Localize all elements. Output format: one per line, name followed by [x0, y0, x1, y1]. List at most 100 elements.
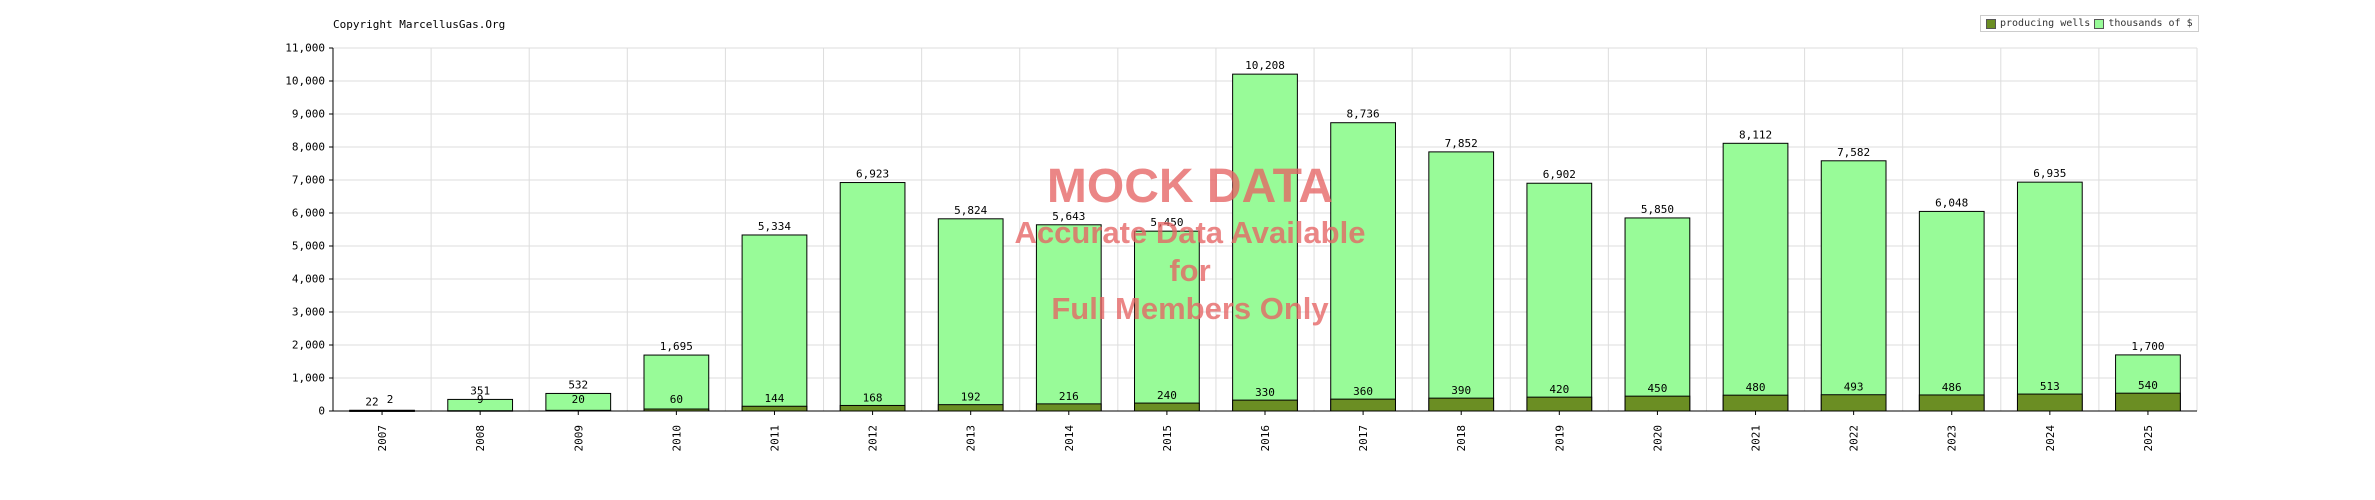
- bar-thousands-2021: [1722, 142, 1789, 412]
- x-tick-label-2015: 2015: [1161, 425, 1174, 452]
- bar-wells-2018: [1428, 397, 1495, 412]
- watermark-line-2: for: [1169, 253, 1211, 288]
- y-tick-label: 0: [318, 405, 325, 418]
- y-tick-label: 1,000: [292, 372, 325, 385]
- x-tick-label-2017: 2017: [1357, 425, 1370, 452]
- bar-thousands-2023: [1918, 210, 1985, 412]
- bar-wells-2017: [1330, 398, 1396, 412]
- data-label-thousands-2020: 5,850: [1641, 203, 1674, 216]
- x-tick-label-2019: 2019: [1553, 425, 1566, 452]
- data-label-wells-2024: 513: [2040, 380, 2060, 393]
- data-label-thousands-2016: 10,208: [1245, 59, 1285, 72]
- data-label-thousands-2017: 8,736: [1347, 108, 1380, 121]
- data-label-wells-2015: 240: [1157, 389, 1177, 402]
- bar-wells-2011: [741, 405, 808, 412]
- x-tick-label-2008: 2008: [474, 425, 487, 452]
- data-label-wells-2022: 493: [1844, 381, 1864, 394]
- data-label-wells-2021: 480: [1746, 381, 1766, 394]
- bar-thousands-2011: [741, 234, 808, 412]
- axes: 0 1,000 2,000 3,000 4,000 5,000 6,000 7,000 8,00…: [285, 42, 2197, 452]
- data-label-thousands-2024: 6,935: [2033, 167, 2066, 180]
- watermark: MOCK DATA Accurate Data Available for Fu…: [1015, 160, 1366, 328]
- y-tick-label: 8,000: [292, 141, 325, 154]
- bar-thousands-2020: [1624, 217, 1691, 412]
- legend-swatch-producing-wells: [1986, 18, 1996, 29]
- x-tick-label-2007: 2007: [376, 425, 389, 452]
- watermark-line-3: Full Members Only: [1051, 291, 1329, 326]
- thousands-bars: [349, 73, 2181, 412]
- bar-thousands-2022: [1820, 160, 1887, 412]
- x-tick-label-2014: 2014: [1063, 425, 1076, 452]
- data-label-wells-2007: 2: [387, 393, 394, 406]
- x-tick-label-2022: 2022: [1848, 425, 1861, 452]
- data-label-wells-2008: 9: [477, 393, 484, 406]
- data-label-thousands-2022: 7,582: [1837, 146, 1870, 159]
- bar-wells-2024: [2016, 393, 2083, 412]
- y-tick-label: 10,000: [285, 75, 325, 88]
- bar-thousands-2013: [937, 218, 1004, 412]
- x-tick-label-2025: 2025: [2142, 425, 2155, 452]
- watermark-title: MOCK DATA: [1046, 160, 1334, 213]
- data-label-thousands-2007: 22: [365, 395, 378, 408]
- data-label-wells-2010: 60: [670, 393, 683, 406]
- bar-thousands-2018: [1428, 151, 1495, 412]
- data-label-thousands-2025: 1,700: [2131, 340, 2164, 353]
- data-label-wells-2017: 360: [1353, 385, 1373, 398]
- watermark-line-1: Accurate Data Available: [1014, 215, 1366, 250]
- y-tick-label: 11,000: [285, 42, 325, 55]
- data-label-wells-2011: 144: [765, 392, 785, 405]
- y-tick-label: 5,000: [292, 240, 325, 253]
- data-label-thousands-2015: 5,450: [1150, 216, 1183, 229]
- y-tick-label: 6,000: [292, 207, 325, 220]
- bar-wells-2014: [1035, 403, 1102, 412]
- data-label-thousands-2008: 351: [470, 384, 490, 397]
- legend-label-producing-wells: producing wells: [2000, 18, 2091, 29]
- x-tick-label-2016: 2016: [1259, 425, 1272, 452]
- data-label-wells-2025: 540: [2138, 379, 2158, 392]
- bar-wells-2022: [1820, 394, 1887, 412]
- bar-thousands-2012: [839, 182, 906, 412]
- data-labels: 22 23519532201,695605,3341446,9231685,824…: [365, 59, 2164, 408]
- y-tick-label: 4,000: [292, 273, 325, 286]
- data-label-wells-2013: 192: [961, 391, 981, 404]
- bar-thousands-2019: [1526, 182, 1593, 412]
- y-tick-label: 3,000: [292, 306, 325, 319]
- data-label-thousands-2013: 5,824: [954, 204, 987, 217]
- legend-label-thousands: thousands of $: [2108, 18, 2193, 29]
- bar-wells-2023: [1918, 394, 1985, 412]
- x-tick-label-2018: 2018: [1455, 425, 1468, 452]
- data-label-wells-2009: 20: [572, 393, 585, 406]
- data-label-thousands-2023: 6,048: [1935, 196, 1968, 209]
- x-tick-label-2010: 2010: [670, 425, 683, 452]
- y-tick-label: 9,000: [292, 108, 325, 121]
- bar-wells-2015: [1134, 402, 1200, 412]
- x-tick-label-2021: 2021: [1750, 425, 1763, 452]
- data-label-wells-2020: 450: [1647, 382, 1667, 395]
- data-label-thousands-2014: 5,643: [1052, 210, 1085, 223]
- data-label-wells-2018: 390: [1451, 384, 1471, 397]
- x-tick-label-2013: 2013: [965, 425, 978, 452]
- bar-wells-2016: [1232, 399, 1298, 412]
- data-label-wells-2016: 330: [1255, 386, 1275, 399]
- data-label-wells-2014: 216: [1059, 390, 1079, 403]
- x-tick-label-2009: 2009: [572, 425, 585, 452]
- data-label-thousands-2010: 1,695: [660, 340, 693, 353]
- y-tick-label: 7,000: [292, 174, 325, 187]
- y-tick-label: 2,000: [292, 339, 325, 352]
- bar-thousands-2016: [1232, 73, 1298, 412]
- data-label-wells-2019: 420: [1549, 383, 1569, 396]
- x-tick-label-2024: 2024: [2044, 425, 2057, 452]
- bar-wells-2025: [2115, 392, 2181, 412]
- legend: producing wells thousands of $: [1980, 15, 2199, 32]
- data-label-wells-2012: 168: [863, 391, 883, 404]
- bar-wells-2021: [1722, 394, 1789, 412]
- data-label-thousands-2012: 6,923: [856, 168, 889, 181]
- bar-thousands-2017: [1330, 122, 1396, 412]
- x-tick-label-2011: 2011: [768, 425, 781, 452]
- bar-thousands-2015: [1134, 230, 1200, 412]
- bar-wells-2013: [937, 404, 1004, 412]
- copyright-text: Copyright MarcellusGas.Org: [333, 18, 506, 31]
- data-label-thousands-2019: 6,902: [1543, 168, 1576, 181]
- bar-wells-2012: [839, 404, 906, 412]
